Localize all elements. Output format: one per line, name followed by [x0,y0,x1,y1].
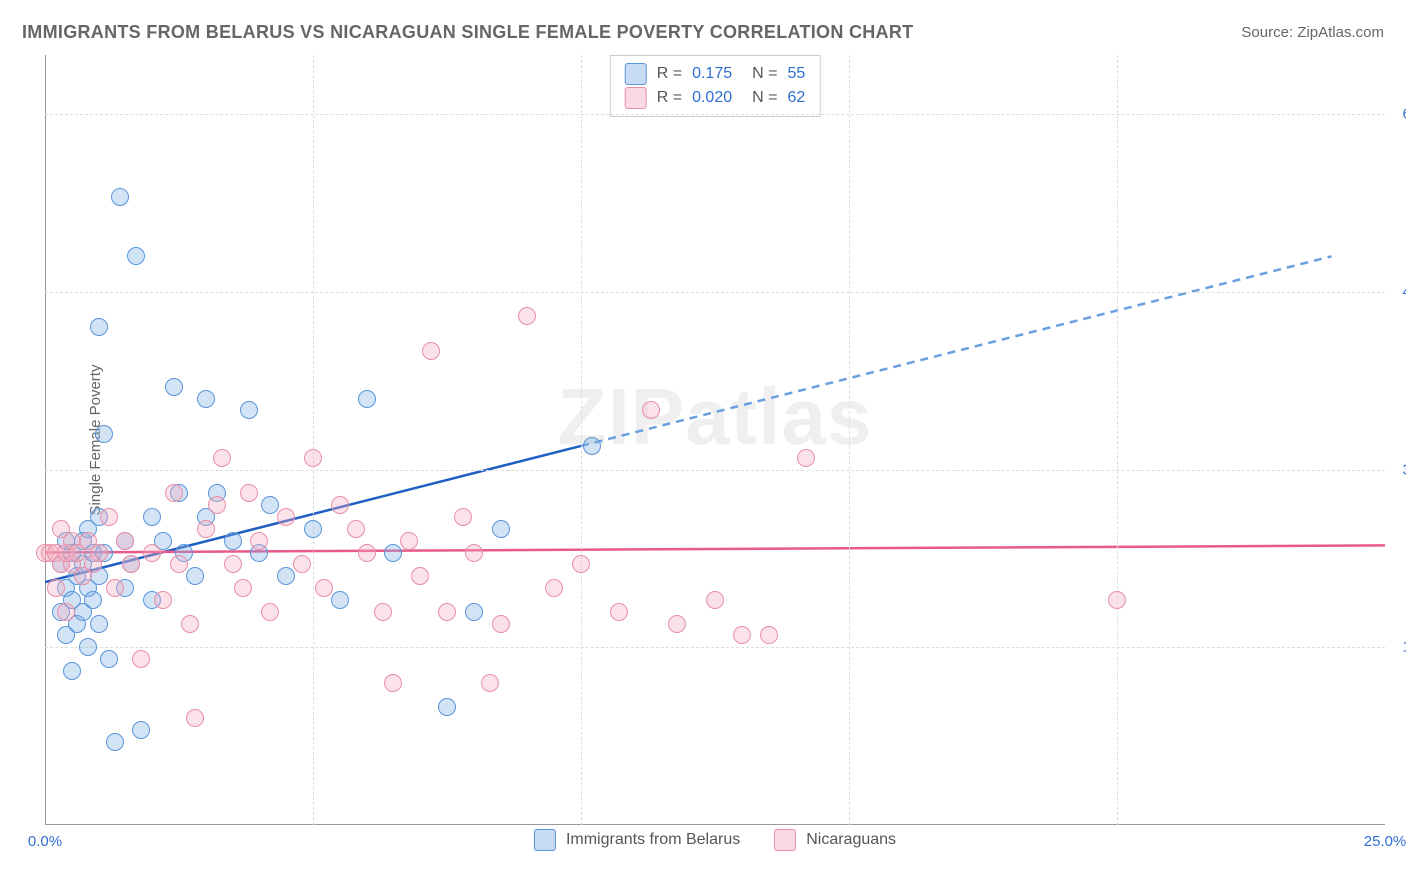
scatter-point-pink [165,484,183,502]
scatter-point-blue [90,318,108,336]
scatter-point-pink [610,603,628,621]
scatter-point-pink [90,544,108,562]
scatter-point-pink [240,484,258,502]
scatter-point-pink [358,544,376,562]
scatter-point-blue [384,544,402,562]
scatter-point-blue [358,390,376,408]
scatter-point-pink [668,615,686,633]
gridline-h [45,647,1385,648]
gridline-v [581,55,582,825]
scatter-point-blue [492,520,510,538]
legend-stats-row: R = 0.175 N = 55 [625,62,806,86]
scatter-point-pink [261,603,279,621]
scatter-point-blue [106,733,124,751]
swatch-pink-icon [774,829,796,851]
scatter-point-blue [224,532,242,550]
scatter-point-pink [438,603,456,621]
plot-area: Single Female Poverty ZIPatlas R = 0.175… [45,55,1385,825]
swatch-blue-icon [625,63,647,85]
bottom-legend: Immigrants from Belarus Nicaraguans [534,829,896,851]
scatter-point-blue [90,615,108,633]
scatter-point-pink [47,579,65,597]
y-tick-label: 30.0% [1390,461,1406,478]
scatter-point-pink [116,532,134,550]
gridline-v [849,55,850,825]
legend-stats-row: R = 0.020 N = 62 [625,86,806,110]
scatter-point-pink [181,615,199,633]
scatter-point-pink [304,449,322,467]
y-tick-label: 60.0% [1390,106,1406,123]
scatter-point-blue [165,378,183,396]
legend-stats-box: R = 0.175 N = 55 R = 0.020 N = 62 [610,55,821,117]
scatter-point-pink [760,626,778,644]
scatter-point-pink [465,544,483,562]
scatter-point-pink [250,532,268,550]
scatter-point-blue [197,390,215,408]
scatter-point-blue [583,437,601,455]
swatch-blue-icon [534,829,556,851]
scatter-point-pink [454,508,472,526]
scatter-point-blue [240,401,258,419]
scatter-point-pink [481,674,499,692]
legend-item: Immigrants from Belarus [534,829,740,851]
scatter-point-pink [347,520,365,538]
gridline-h [45,114,1385,115]
scatter-point-pink [331,496,349,514]
y-tick-label: 45.0% [1390,283,1406,300]
source-label: Source: ZipAtlas.com [1241,24,1384,41]
scatter-point-pink [518,307,536,325]
scatter-point-pink [106,579,124,597]
scatter-point-pink [197,520,215,538]
scatter-point-blue [331,591,349,609]
scatter-point-blue [95,425,113,443]
scatter-point-pink [143,544,161,562]
scatter-point-pink [1108,591,1126,609]
gridline-v [313,55,314,825]
scatter-point-pink [422,342,440,360]
source-link[interactable]: ZipAtlas.com [1297,24,1384,41]
scatter-point-pink [154,591,172,609]
scatter-point-pink [224,555,242,573]
scatter-point-pink [797,449,815,467]
chart-container: IMMIGRANTS FROM BELARUS VS NICARAGUAN SI… [0,0,1406,892]
scatter-point-pink [642,401,660,419]
gridline-h [45,292,1385,293]
scatter-point-pink [492,615,510,633]
scatter-point-pink [213,449,231,467]
legend-item: Nicaraguans [774,829,896,851]
axes [45,55,1385,825]
scatter-point-pink [374,603,392,621]
y-tick-label: 15.0% [1390,639,1406,656]
scatter-point-pink [706,591,724,609]
scatter-point-blue [438,698,456,716]
gridline-v [1117,55,1118,825]
scatter-point-pink [315,579,333,597]
chart-title: IMMIGRANTS FROM BELARUS VS NICARAGUAN SI… [22,22,913,43]
swatch-pink-icon [625,87,647,109]
scatter-point-pink [208,496,226,514]
x-tick-label: 0.0% [28,833,62,850]
scatter-point-blue [465,603,483,621]
scatter-point-blue [63,662,81,680]
scatter-point-blue [304,520,322,538]
x-tick-label: 25.0% [1364,833,1406,850]
gridline-h [45,470,1385,471]
